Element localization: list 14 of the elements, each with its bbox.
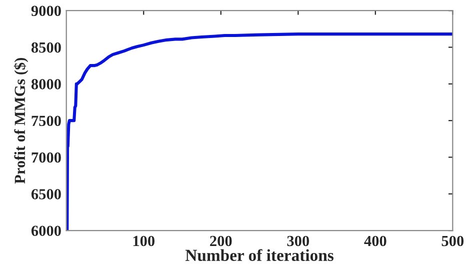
y-tick-label: 6000 <box>31 226 61 236</box>
y-tick-label: 7000 <box>32 152 61 163</box>
x-tick-label: 300 <box>287 236 310 246</box>
y-tick-label: 9000 <box>31 6 61 16</box>
x-tick-label: 500 <box>442 236 464 246</box>
x-tick-label: 400 <box>364 236 386 246</box>
x-axis-title: Number of iterations <box>185 249 334 262</box>
y-axis-title: Profit of MMGs ($) <box>14 58 28 184</box>
x-tick-label: 100 <box>133 236 154 246</box>
y-tick-label: 8000 <box>31 79 61 90</box>
y-tick-label: 6500 <box>31 189 61 200</box>
x-tick-label: 200 <box>210 236 232 246</box>
y-tick-label: 7500 <box>32 116 61 126</box>
y-tick-label: 8500 <box>31 42 61 53</box>
